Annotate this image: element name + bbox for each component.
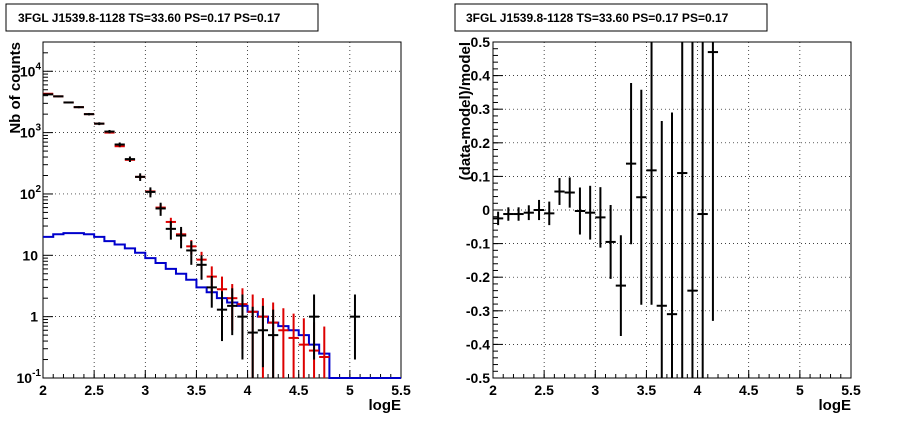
residual-point [574,187,586,235]
residual-point [544,201,555,226]
residual-y-tick-label: 0.5 [471,34,491,50]
counts-x-tick-label: 5.5 [391,382,411,398]
residual-y-tick-label: 0.2 [471,135,491,151]
residual-point [687,42,698,378]
residual-point [585,185,596,240]
model-point [288,313,299,378]
residual-point [493,211,504,226]
model-point [278,308,289,378]
counts-panel: 3FGL J1539.8-1128 TS=33.60 PS=0.17 PS=0.… [5,3,411,414]
data-point [257,305,269,368]
residual-x-tick-label: 5.5 [841,382,861,398]
counts-title: 3FGL J1539.8-1128 TS=33.60 PS=0.17 PS=0.… [18,11,281,25]
counts-x-tick-label: 4.5 [289,382,309,398]
counts-y-tick-label: 102 [20,184,42,202]
residual-title-box: 3FGL J1539.8-1128 TS=33.60 PS=0.17 PS=0.… [454,3,768,32]
residual-panel: 3FGL J1539.8-1128 TS=33.60 PS=0.17 PS=0.… [454,3,861,414]
counts-x-tick-label: 2.5 [84,382,104,398]
residual-y-tick-label: 0.3 [471,101,491,117]
data-point [308,294,320,360]
residual-point [595,187,606,248]
residual-x-tick-label: 4 [694,382,702,398]
counts-y-axis-label: Nb of counts [7,42,24,134]
counts-y-tick-label: 104 [20,61,42,79]
residual-point [533,199,545,221]
counts-x-axis-label: logE [369,397,402,414]
data-point [135,173,146,181]
residual-y-tick-label: -0.2 [466,269,490,285]
residual-point [503,207,514,221]
data-point [63,101,74,104]
data-point [114,142,125,147]
data-point [237,294,248,360]
residual-x-tick-label: 3 [591,382,599,398]
counts-y-tick-label: 10-1 [17,368,42,386]
residual-y-tick-label: 0.4 [471,68,491,84]
counts-y-tick-label: 103 [20,123,42,141]
residual-y-tick-label: 0 [482,202,490,218]
residual-point [564,177,575,208]
residual-x-tick-label: 2 [489,382,497,398]
residual-point [605,204,616,279]
data-point [43,93,54,96]
counts-y-tick-label: 1 [30,309,38,325]
residual-point [513,207,524,221]
residual-y-tick-label: -0.1 [466,236,490,252]
residual-x-axis-label: logE [819,397,852,414]
residual-point [554,178,565,205]
data-point [175,226,187,249]
residual-point [707,42,719,321]
data-point [349,294,361,360]
data-point [83,112,95,116]
counts-plot-frame [42,41,402,379]
residual-x-tick-label: 2.5 [534,382,554,398]
data-point [196,255,207,280]
residual-y-axis-label: (data-model)/model [457,42,474,180]
residual-point [697,42,708,378]
counts-x-tick-label: 3.5 [187,382,207,398]
residual-point [677,42,688,378]
residual-point [523,205,534,221]
residual-y-tick-label: 0.1 [471,168,491,184]
data-point [73,106,84,109]
model-point [319,326,330,378]
counts-x-tick-label: 2 [39,382,47,398]
residual-y-tick-label: -0.5 [466,370,490,386]
counts-title-box: 3FGL J1539.8-1128 TS=33.60 PS=0.17 PS=0.… [5,3,319,32]
counts-x-tick-label: 5 [346,382,354,398]
data-point [216,291,228,342]
model-point [298,318,309,378]
residual-point [615,235,626,336]
data-point [155,202,166,216]
residual-x-tick-label: 4.5 [739,382,759,398]
data-point [145,187,156,198]
residual-title: 3FGL J1539.8-1128 TS=33.60 PS=0.17 PS=0.… [466,11,729,25]
residual-y-tick-label: -0.3 [466,303,490,319]
component-histogram-line [43,232,401,379]
residual-point [636,89,647,305]
data-point [206,275,217,308]
residual-x-tick-label: 3.5 [637,382,657,398]
data-point [247,306,258,378]
residual-x-tick-label: 5 [796,382,804,398]
residual-point [656,120,667,378]
data-point [268,309,279,378]
counts-y-tick-label: 10 [22,247,38,263]
data-point [227,288,238,336]
residual-point [646,42,657,305]
data-point [124,156,136,162]
residual-y-tick-label: -0.4 [466,336,490,352]
counts-x-tick-label: 4 [244,382,252,398]
data-point [186,241,197,265]
residual-point [666,112,678,378]
residual-point [625,82,637,245]
data-point [165,221,176,240]
data-point [94,122,105,126]
counts-x-tick-label: 3 [141,382,149,398]
data-point [104,129,115,134]
data-point [53,95,64,98]
